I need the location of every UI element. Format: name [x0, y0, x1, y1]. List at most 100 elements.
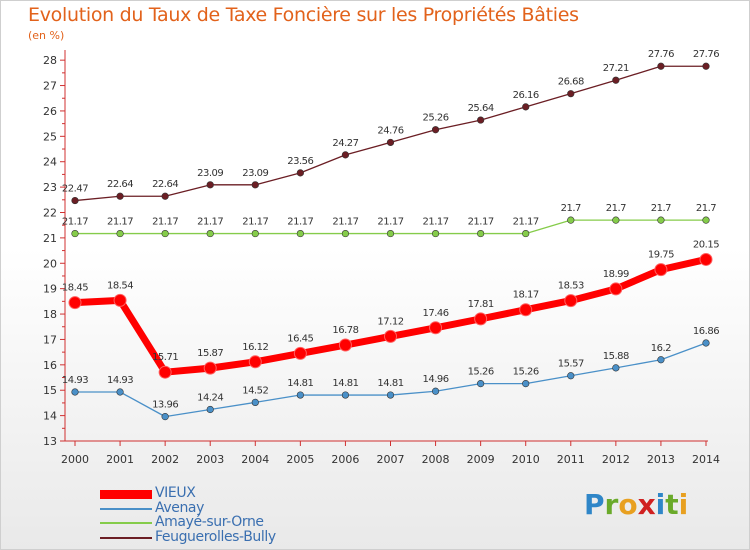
- data-point: [251, 398, 259, 407]
- data-point: [68, 296, 82, 310]
- data-point: [116, 388, 124, 396]
- data-label: 16.45: [287, 333, 313, 344]
- data-label: 21.17: [332, 217, 358, 228]
- data-label: 14.96: [423, 374, 449, 385]
- x-tick-label: 2012: [602, 453, 630, 466]
- data-label: 26.16: [513, 90, 539, 101]
- data-point: [161, 229, 169, 238]
- data-label: 18.99: [603, 269, 629, 280]
- data-label: 14.52: [242, 385, 268, 396]
- data-point: [386, 138, 395, 147]
- data-label: 21.7: [651, 203, 671, 214]
- y-tick-label: 15: [43, 384, 57, 397]
- y-tick-label: 20: [43, 257, 57, 270]
- data-label: 21.17: [242, 217, 268, 228]
- x-tick-label: 2005: [286, 453, 314, 466]
- data-point: [386, 391, 395, 399]
- data-point: [522, 229, 530, 238]
- data-label: 18.54: [107, 280, 133, 291]
- legend-label: VIEUX: [155, 485, 196, 501]
- data-label: 16.86: [693, 326, 719, 337]
- data-label: 25.64: [468, 103, 494, 114]
- data-point: [609, 282, 623, 296]
- data-point: [702, 62, 710, 70]
- data-point: [296, 229, 304, 238]
- logo-letter: i: [655, 488, 666, 521]
- data-point: [338, 338, 352, 352]
- data-point: [564, 294, 578, 308]
- data-point: [657, 62, 665, 70]
- data-label: 27.21: [603, 63, 629, 74]
- legend-swatch: [100, 522, 152, 524]
- data-label: 13.96: [152, 400, 178, 411]
- data-point: [474, 312, 488, 326]
- data-point: [206, 181, 214, 189]
- data-label: 15.71: [152, 352, 178, 363]
- data-label: 21.17: [62, 217, 88, 228]
- data-point: [113, 293, 127, 307]
- data-point: [612, 76, 620, 84]
- data-label: 21.17: [377, 217, 403, 228]
- data-point: [386, 229, 395, 238]
- data-label: 27.76: [693, 49, 719, 60]
- data-label: 18.17: [513, 290, 539, 301]
- x-tick-label: 2013: [647, 453, 675, 466]
- y-tick-label: 25: [43, 130, 57, 143]
- data-label: 21.17: [423, 217, 449, 228]
- x-tick-label: 2002: [151, 453, 179, 466]
- data-label: 14.81: [377, 378, 403, 389]
- data-point: [477, 116, 485, 124]
- data-label: 18.45: [62, 283, 88, 294]
- x-tick-label: 2010: [512, 453, 540, 466]
- unit-label: (en %): [28, 29, 65, 42]
- logo-letter: t: [665, 488, 679, 521]
- data-label: 23.09: [197, 168, 223, 179]
- data-label: 21.17: [197, 217, 223, 228]
- data-label: 21.7: [561, 203, 581, 214]
- data-point: [251, 181, 259, 189]
- data-point: [71, 388, 79, 396]
- data-label: 15.88: [603, 351, 629, 362]
- data-point: [702, 216, 710, 224]
- y-tick-label: 24: [43, 156, 57, 169]
- data-point: [477, 380, 485, 388]
- y-tick-label: 19: [43, 283, 57, 296]
- logo-letter: o: [618, 488, 638, 521]
- logo-letter: P: [584, 488, 605, 521]
- data-label: 14.93: [107, 375, 133, 386]
- data-point: [522, 103, 530, 111]
- data-label: 21.17: [107, 217, 133, 228]
- data-label: 16.12: [242, 342, 268, 353]
- data-point: [431, 229, 440, 238]
- x-tick-label: 2007: [377, 453, 405, 466]
- data-label: 15.26: [513, 367, 539, 378]
- data-point: [161, 413, 169, 421]
- y-tick-label: 14: [43, 410, 57, 423]
- data-label: 20.15: [693, 239, 719, 250]
- y-tick-label: 18: [43, 308, 57, 321]
- data-label: 16.78: [332, 325, 358, 336]
- data-point: [431, 387, 440, 395]
- data-point: [477, 229, 485, 238]
- data-label: 24.27: [332, 138, 358, 149]
- logo-letter: r: [604, 488, 619, 521]
- data-point: [116, 229, 124, 238]
- data-label: 17.81: [468, 299, 494, 310]
- legend-label: Feuguerolles-Bully: [155, 529, 276, 545]
- y-tick-label: 21: [43, 232, 57, 245]
- data-point: [293, 346, 307, 360]
- data-label: 17.46: [423, 308, 449, 319]
- data-point: [612, 216, 620, 224]
- data-label: 21.17: [468, 217, 494, 228]
- data-label: 23.09: [242, 168, 268, 179]
- data-point: [248, 355, 262, 369]
- data-label: 14.93: [62, 375, 88, 386]
- data-point: [567, 90, 575, 98]
- data-label: 21.7: [606, 203, 626, 214]
- data-point: [654, 263, 668, 277]
- data-point: [206, 229, 214, 238]
- data-point: [158, 365, 172, 379]
- data-point: [657, 356, 665, 364]
- data-point: [71, 196, 79, 205]
